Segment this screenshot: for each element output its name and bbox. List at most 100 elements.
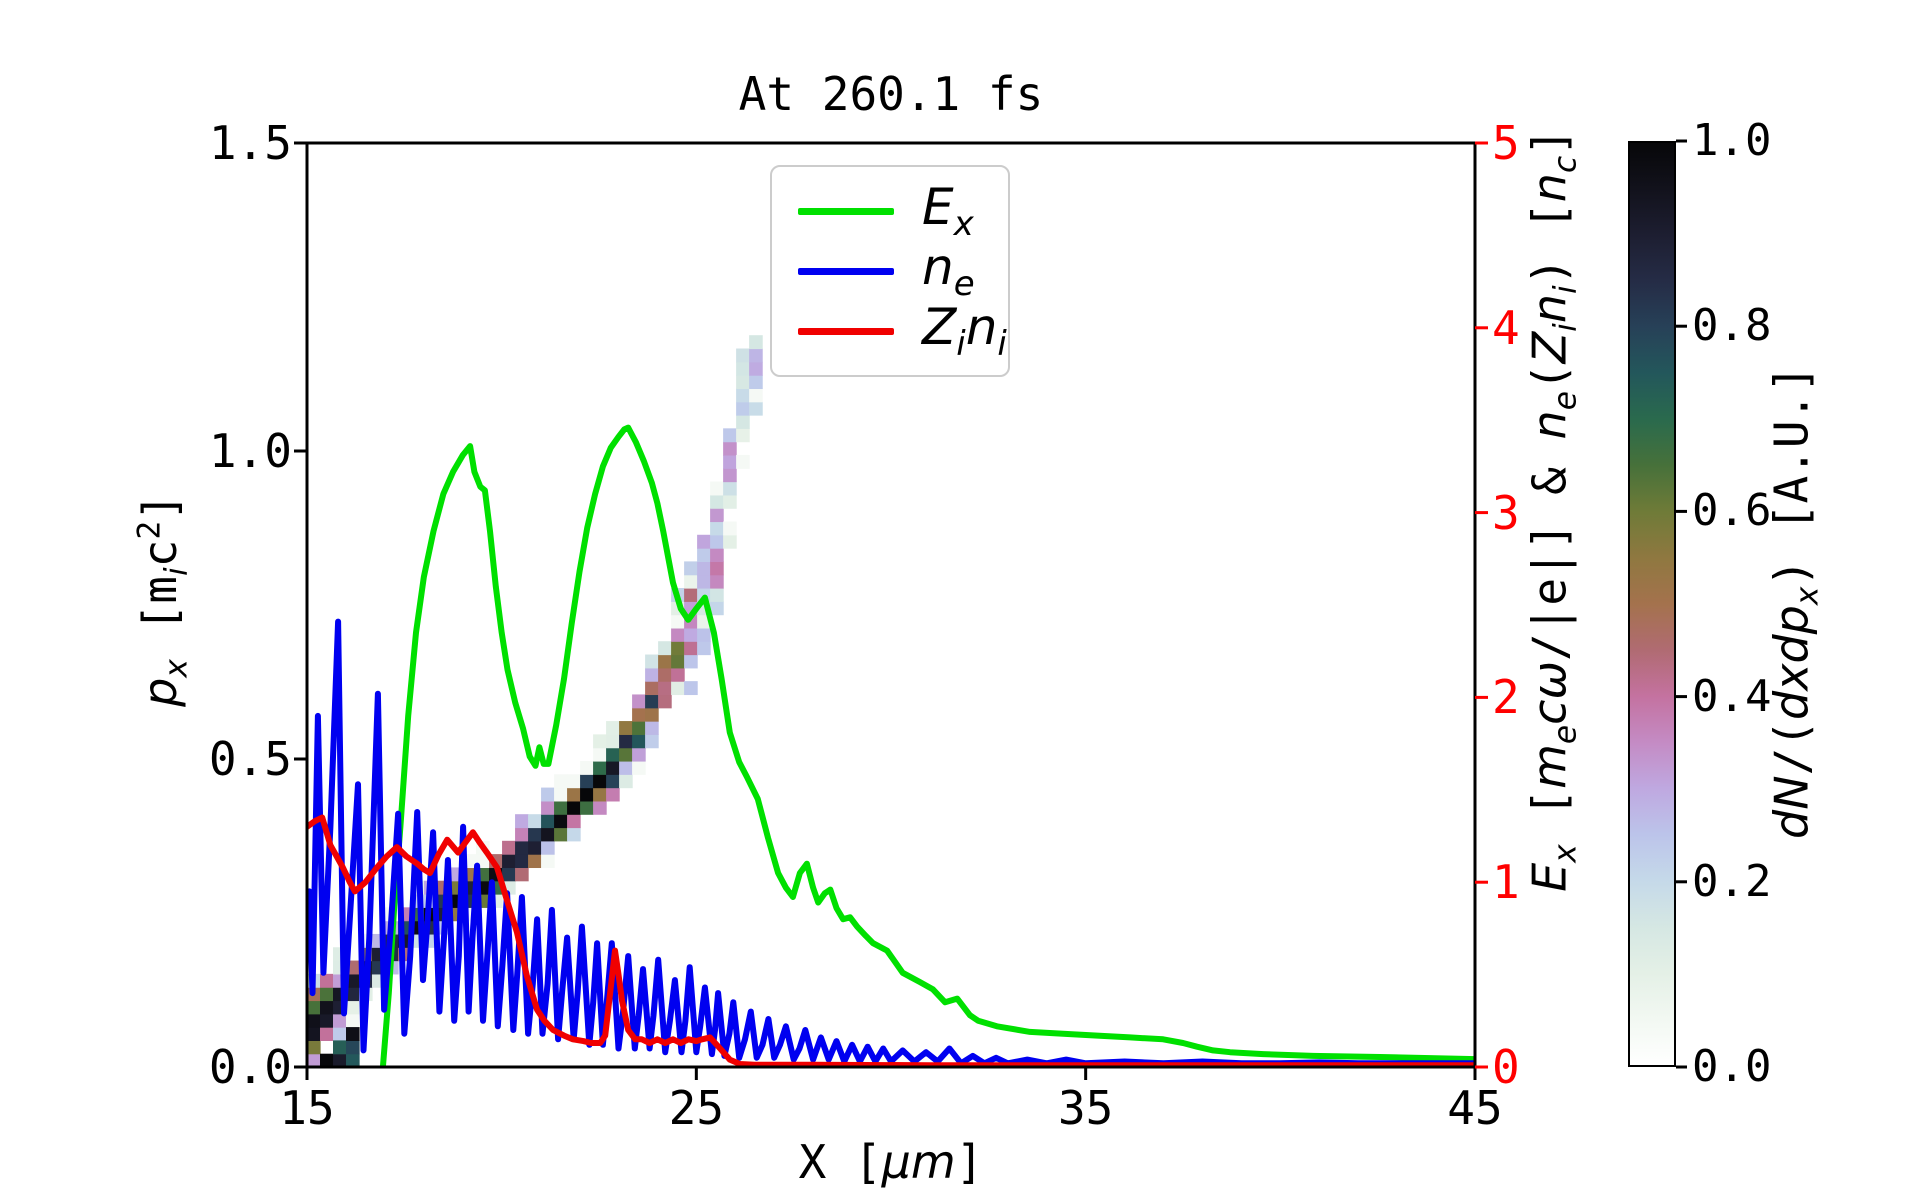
- heatmap-cell: [567, 774, 581, 789]
- label-fragment: i: [997, 323, 1007, 364]
- x-tick-label: 35: [1057, 1081, 1114, 1135]
- y-left-tick-label: 0.5: [208, 732, 292, 786]
- colorbar-tick-label: 0.0: [1692, 1041, 1772, 1092]
- label-fragment: e: [1547, 391, 1584, 411]
- heatmap-cell: [567, 800, 581, 815]
- label-fragment: ω: [1522, 661, 1577, 700]
- heatmap-cell: [333, 1040, 347, 1055]
- label-fragment: x: [158, 659, 195, 678]
- curves-layer: [307, 424, 1475, 1067]
- label-fragment: n: [1522, 293, 1577, 324]
- heatmap-cell: [541, 827, 555, 842]
- heatmap-cell: [580, 760, 594, 775]
- label-fragment: n: [1522, 410, 1577, 440]
- heatmap-cell: [710, 601, 724, 616]
- heatmap-cell: [502, 854, 516, 869]
- heatmap-cell: [723, 534, 737, 549]
- heatmap-cell: [515, 854, 529, 869]
- heatmap-cell: [749, 388, 763, 403]
- heatmap-cell: [671, 641, 685, 656]
- y-right-tick-label: 2: [1492, 670, 1520, 725]
- curve-ne: [307, 618, 1475, 1067]
- label-fragment: Z: [1522, 331, 1577, 364]
- heatmap-cell: [710, 508, 724, 523]
- axes-frame: [294, 139, 1687, 1080]
- heatmap-cell: [684, 654, 698, 669]
- heatmap-cell: [658, 667, 672, 682]
- label-fragment: /(: [1764, 719, 1819, 776]
- heatmap-cell: [736, 361, 750, 376]
- heatmap-cell: [723, 468, 737, 483]
- x-tick-label: 15: [279, 1081, 335, 1135]
- heatmap-cell: [515, 814, 529, 829]
- heatmap-cell: [619, 734, 633, 749]
- legend-line-sample: [798, 267, 894, 275]
- heatmap-cell: [346, 973, 360, 988]
- legend: Ex ne Zini: [770, 165, 1010, 377]
- heatmap-cell: [593, 760, 607, 775]
- heatmap-cell: [684, 561, 698, 576]
- heatmap-cell: [671, 681, 685, 696]
- heatmap-cell: [736, 348, 750, 363]
- label-fragment: m: [1522, 744, 1577, 789]
- label-fragment: c: [133, 539, 188, 568]
- heatmap-cell: [632, 747, 646, 762]
- heatmap-cell: [710, 534, 724, 549]
- heatmap-cell: [723, 481, 737, 496]
- heatmap-cell: [593, 787, 607, 802]
- heatmap-cell: [749, 375, 763, 390]
- label-fragment: c: [1522, 699, 1577, 725]
- label-fragment: E: [922, 177, 954, 236]
- label-fragment: ]: [955, 1135, 984, 1189]
- heatmap-cell: [554, 827, 568, 842]
- heatmap-cell: [346, 1027, 360, 1041]
- heatmap-cell: [567, 827, 581, 842]
- heatmap-cell: [697, 641, 711, 656]
- legend-entry-label: ne: [922, 242, 975, 301]
- heatmap-cell: [528, 840, 542, 855]
- label-fragment: e: [1547, 724, 1584, 745]
- label-fragment: x: [1789, 586, 1826, 606]
- heatmap-cell: [606, 774, 620, 789]
- heatmap-cell: [671, 654, 685, 669]
- heatmap-cell: [658, 694, 672, 709]
- heatmap-cell: [580, 774, 594, 789]
- heatmap-cell: [671, 627, 685, 642]
- heatmap-cell: [710, 494, 724, 509]
- label-fragment: [: [1522, 788, 1577, 845]
- heatmap-cell: [658, 681, 672, 696]
- heatmap-cell: [567, 787, 581, 802]
- heatmap-cell: [333, 1053, 347, 1067]
- heatmap-cell: [736, 415, 750, 429]
- heatmap-cell: [710, 561, 724, 576]
- y-right-tick-label: 0: [1492, 1040, 1520, 1094]
- heatmap-cell: [658, 654, 672, 669]
- heatmap-cell: [346, 1013, 360, 1028]
- phase-space-heatmap: [307, 335, 763, 1067]
- label-fragment: 2: [131, 520, 168, 540]
- heatmap-cell: [632, 694, 646, 709]
- heatmap-cell: [515, 827, 529, 842]
- heatmap-cell: [710, 587, 724, 602]
- heatmap-cell: [645, 721, 659, 735]
- heatmap-cell: [645, 654, 659, 669]
- heatmap-cell: [606, 721, 620, 735]
- heatmap-cell: [632, 734, 646, 749]
- colorbar-label: dN/(dxdpx) [A.U.]: [1764, 365, 1825, 839]
- curve-ex: [379, 424, 1475, 1067]
- label-fragment: ) [A.U.]: [1764, 365, 1819, 587]
- label-fragment: i: [956, 323, 966, 364]
- label-fragment: i: [1547, 285, 1584, 294]
- heatmap-cell: [606, 787, 620, 802]
- label-fragment: e: [953, 263, 975, 304]
- label-fragment: x: [953, 203, 974, 244]
- heatmap-cell: [554, 814, 568, 829]
- heatmap-cell: [684, 681, 698, 696]
- label-fragment: n: [922, 237, 954, 296]
- heatmap-cell: [606, 734, 620, 749]
- heatmap-cell: [528, 814, 542, 829]
- heatmap-cell: [593, 774, 607, 789]
- colorbar-tick-label: 1.0: [1692, 115, 1772, 166]
- heatmap-cell: [541, 814, 555, 829]
- heatmap-cell: [307, 1000, 321, 1015]
